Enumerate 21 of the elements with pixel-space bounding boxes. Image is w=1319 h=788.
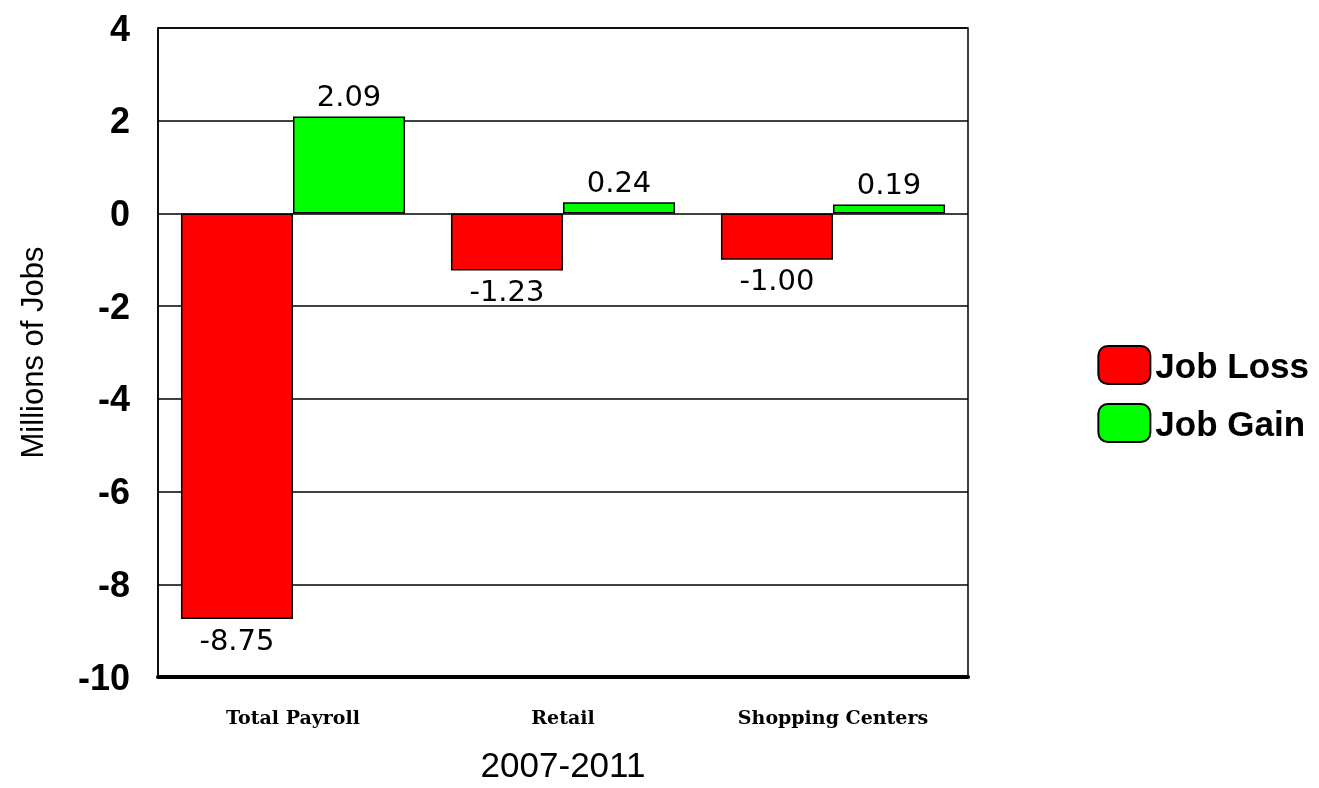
y-tick-label: 2 xyxy=(109,100,130,142)
y-tick-label: -6 xyxy=(97,471,130,513)
x-tick-label: Shopping Centers xyxy=(737,705,929,728)
y-tick-label: 4 xyxy=(109,7,130,49)
y-axis-title: Millions of Jobs xyxy=(15,246,50,459)
data-label: 0.24 xyxy=(586,164,652,199)
y-tick-label: 0 xyxy=(109,192,130,234)
x-tick-label: Retail xyxy=(531,705,595,728)
data-label: -8.75 xyxy=(199,622,275,657)
legend-label: Job Loss xyxy=(1155,345,1309,385)
y-tick-label: -8 xyxy=(97,563,130,605)
legend-label: Job Gain xyxy=(1155,403,1306,443)
data-label: 0.19 xyxy=(856,167,922,202)
y-tick-label: -4 xyxy=(97,378,130,420)
y-tick-label: -2 xyxy=(97,285,130,327)
y-tick-label: -10 xyxy=(77,656,130,698)
x-tick-label: Total Payroll xyxy=(226,705,360,728)
data-label: 2.09 xyxy=(316,79,382,114)
data-label: -1.23 xyxy=(469,273,545,308)
x-axis-title: 2007-2011 xyxy=(480,745,646,784)
data-label: -1.00 xyxy=(739,263,815,298)
